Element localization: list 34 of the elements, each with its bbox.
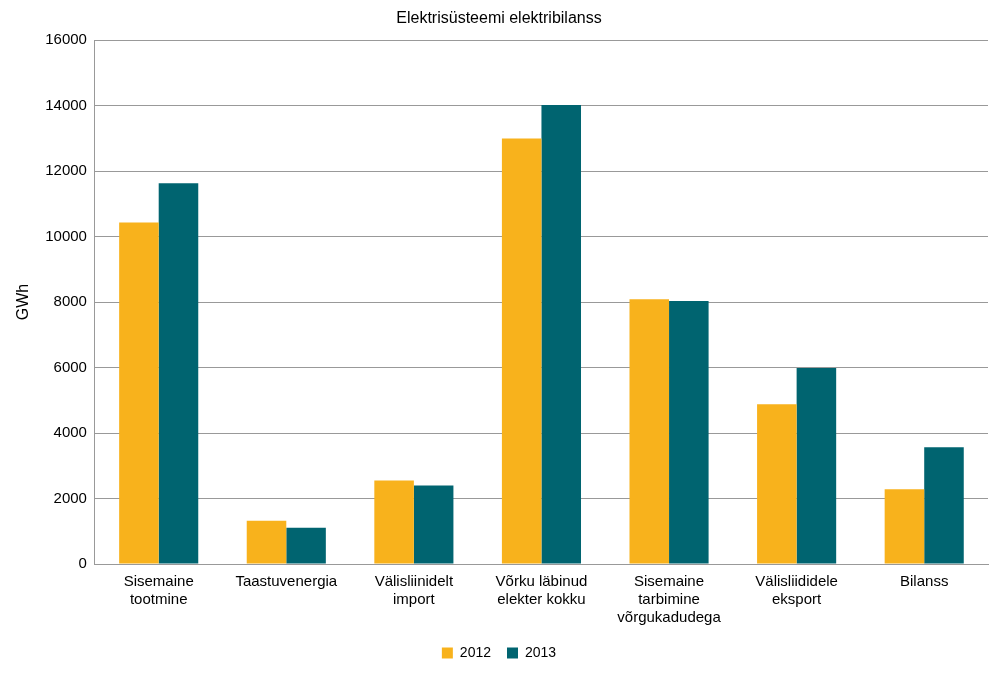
x-tick-label: Sisemaine tootmine (123, 572, 194, 608)
bar (757, 404, 797, 564)
x-tick-label: Välisliinidelt import (374, 572, 454, 608)
x-tick-label: Välisliididele eksport (755, 572, 838, 608)
bar (669, 301, 709, 564)
y-tick-label: 0 (78, 554, 87, 572)
bar (286, 527, 326, 564)
bar (501, 138, 542, 564)
x-tick-label: Sisemaine tarbimine võrgukadudega (617, 572, 722, 626)
legend-label: 2012 (459, 643, 492, 660)
y-tick-label: 14000 (45, 95, 87, 113)
y-tick-label: 4000 (53, 423, 87, 441)
bar (158, 183, 199, 564)
legend-label: 2013 (525, 643, 557, 660)
y-tick-label: 16000 (45, 30, 87, 48)
bar (924, 447, 964, 564)
x-tick-label: Taastuvenergia (235, 572, 338, 590)
y-tick-label: 12000 (45, 161, 87, 179)
y-tick-label: 8000 (53, 292, 87, 310)
y-axis-title: GWh (14, 283, 32, 321)
chart-title: Elektrisüsteemi elektribilanss (396, 9, 602, 27)
x-tick-label: Võrku läbinud elekter kokku (495, 572, 588, 608)
bar (246, 520, 287, 564)
y-tick-label: 6000 (53, 357, 87, 375)
bar (541, 105, 582, 564)
bar (374, 480, 414, 564)
y-tick-label: 2000 (53, 488, 87, 506)
bar (796, 367, 837, 564)
bar (119, 222, 159, 564)
bar (629, 299, 670, 564)
x-tick-label: Bilanss (900, 572, 949, 590)
bar (413, 485, 454, 564)
y-tick-label: 10000 (45, 226, 87, 244)
bar (884, 489, 925, 564)
